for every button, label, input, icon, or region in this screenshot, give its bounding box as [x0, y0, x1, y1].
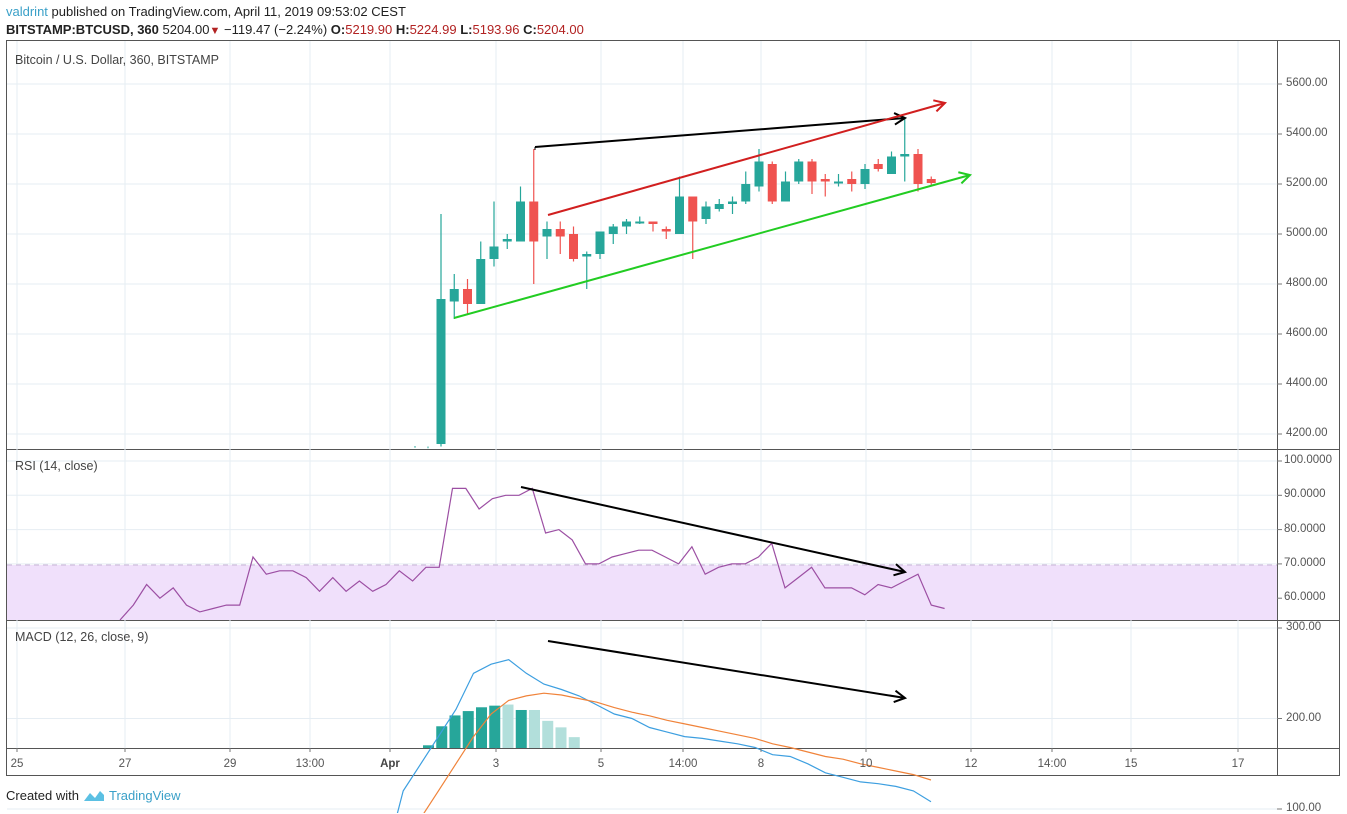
rsi-band	[7, 565, 1277, 620]
signal-line	[423, 692, 932, 813]
axis-tick-label: 100.00	[1286, 802, 1322, 814]
axis-tick-label: 100.0000	[1284, 454, 1332, 466]
rsi-pane-title: RSI (14, close)	[15, 459, 98, 473]
open-value: 5219.90	[345, 22, 393, 37]
time-tick-label: 8	[757, 758, 765, 770]
time-tick-label: 14:00	[1037, 758, 1067, 770]
axis-tick-label: 90.0000	[1284, 488, 1326, 501]
candlestick-series	[414, 119, 936, 449]
time-tick-label: 27	[118, 758, 132, 770]
macd-pane-title: MACD (12, 26, close, 9)	[15, 630, 149, 644]
axis-tick-label: 5000.00	[1286, 227, 1328, 239]
macd-line	[396, 659, 932, 813]
close-value: 5204.00	[536, 22, 584, 37]
time-tick-label: 14:00	[668, 758, 698, 770]
low-value: 5193.96	[472, 22, 520, 37]
rsi-line	[119, 487, 945, 621]
time-tick-label: 5	[597, 758, 605, 770]
time-tick-label: 17	[1231, 758, 1245, 770]
axis-tick-label: 70.0000	[1284, 556, 1326, 569]
high-label: H:	[395, 22, 410, 37]
symbol-legend: BITSTAMP:BTCUSD, 360 5204.00▼ −119.47 (−…	[6, 22, 584, 37]
last-price: 5204.00	[162, 22, 210, 37]
tradingview-link[interactable]: TradingView	[108, 788, 181, 803]
macd-histogram	[423, 704, 580, 748]
axis-tick-label: 5400.00	[1286, 127, 1328, 139]
published-text: published on TradingView.com, April 11, …	[51, 4, 406, 19]
time-tick-label: 3	[492, 758, 500, 770]
axis-tick-label: 5600.00	[1286, 77, 1328, 89]
publish-info: valdrint published on TradingView.com, A…	[6, 4, 406, 19]
axis-tick-label: 4200.00	[1286, 427, 1328, 439]
time-tick-label: 15	[1124, 758, 1138, 770]
time-tick-label: 12	[964, 758, 978, 770]
time-tick-label: 13:00	[295, 758, 325, 770]
time-tick-label: Apr	[380, 758, 400, 770]
author-link[interactable]: valdrint	[6, 4, 48, 19]
low-label: L:	[460, 22, 473, 37]
time-tick-label: 25	[10, 758, 24, 770]
symbol-name: BITSTAMP:BTCUSD, 360	[6, 22, 159, 37]
created-with-text: Created with	[6, 788, 79, 803]
axis-tick-label: 4800.00	[1286, 277, 1328, 289]
price-pane-title: Bitcoin / U.S. Dollar, 360, BITSTAMP	[15, 53, 220, 67]
down-triangle-icon: ▼	[209, 25, 221, 37]
axis-tick-label: 80.0000	[1284, 522, 1326, 535]
open-label: O:	[330, 22, 346, 37]
axis-tick-label: 4600.00	[1286, 327, 1328, 339]
axis-tick-label: 200.00	[1286, 711, 1322, 724]
trendline-annotations[interactable]	[453, 99, 973, 703]
price-change: −119.47 (−2.24%)	[224, 22, 328, 37]
time-tick-label: 29	[223, 758, 237, 770]
footer: Created with TradingView	[6, 788, 181, 803]
high-value: 5224.99	[409, 22, 457, 37]
close-label: C:	[523, 22, 537, 37]
time-tick-label: 10	[859, 758, 873, 770]
tradingview-logo-icon	[83, 790, 104, 801]
axis-tick-label: 300.00	[1286, 621, 1322, 633]
axis-tick-label: 5200.00	[1286, 177, 1328, 189]
axis-tick-label: 60.0000	[1284, 591, 1326, 604]
axis-tick-label: 4400.00	[1286, 377, 1328, 389]
